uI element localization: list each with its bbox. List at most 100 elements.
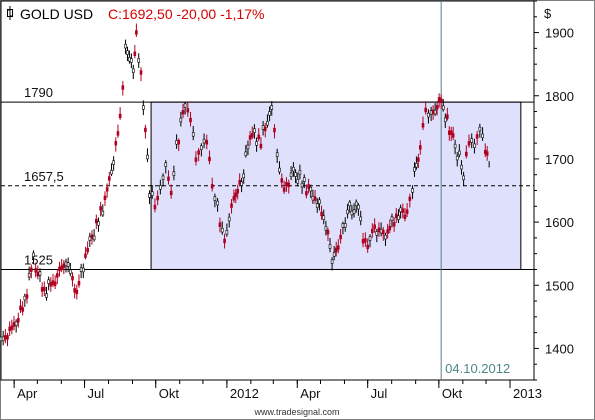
x-tick-label: Apr	[17, 386, 38, 401]
price-bar-body	[64, 261, 68, 267]
price-bar-body	[108, 176, 111, 181]
price-bar-body	[427, 112, 430, 118]
price-bar-body	[75, 289, 79, 295]
price-bar-body	[390, 216, 394, 221]
price-bar-body	[10, 325, 14, 330]
price-bar-body	[49, 282, 53, 287]
price-bar-body	[112, 160, 115, 165]
x-tick-label: Apr	[300, 386, 321, 401]
price-bar-body	[38, 271, 42, 276]
price-bar-body	[1, 336, 5, 342]
price-bar-body	[92, 235, 96, 241]
price-bar-body	[110, 170, 113, 175]
price-bar-body	[268, 111, 271, 116]
price-bar-body	[73, 288, 76, 293]
price-bar-body	[250, 133, 254, 138]
price-bar-body	[118, 113, 122, 119]
price-bar-body	[131, 68, 135, 73]
price-bar-body	[79, 267, 83, 272]
price-bar-body	[121, 85, 125, 90]
price-bar-body	[298, 170, 302, 175]
price-bar-body	[324, 226, 328, 231]
price-bar-body	[27, 272, 31, 278]
price-bar-body	[460, 164, 463, 170]
price-bar-body	[126, 50, 129, 55]
price-bar-body	[130, 58, 133, 63]
price-bar-body	[181, 110, 185, 115]
price-bar-body	[6, 335, 9, 340]
price-bar-body	[326, 230, 330, 235]
price-bar-body	[332, 252, 336, 257]
level-label-1: 1657,5	[24, 169, 64, 184]
price-bar-body	[34, 268, 37, 273]
price-bar-body	[386, 229, 389, 234]
price-bar-body	[315, 203, 319, 208]
price-bar-body	[470, 138, 474, 143]
price-bar-body	[99, 206, 102, 211]
price-bar-body	[263, 126, 267, 132]
y-tick-label: 1800	[545, 89, 574, 104]
price-bar-body	[253, 128, 256, 133]
price-bar-body	[103, 195, 107, 201]
price-bar-body	[341, 223, 345, 228]
price-bar-body	[227, 216, 231, 222]
price-bar-body	[19, 305, 22, 310]
price-bar-body	[361, 239, 365, 244]
price-bar-body	[413, 167, 416, 172]
price-bar-body	[208, 156, 211, 162]
price-bar-body	[375, 231, 379, 236]
price-bar-body	[0, 336, 3, 342]
price-bar-body	[280, 178, 284, 183]
price-bar-body	[242, 173, 246, 179]
price-bar-body	[446, 114, 449, 119]
price-bar-body	[418, 145, 422, 150]
price-bar-body	[403, 214, 407, 219]
price-bar-body	[429, 110, 433, 115]
price-bar-body	[220, 227, 224, 233]
price-bar-body	[164, 162, 168, 167]
price-levels: 1790 1657,5 1525	[1, 85, 534, 270]
price-bar-body	[230, 203, 233, 208]
y-tick-label: 1400	[545, 341, 574, 356]
price-bar-body	[424, 107, 427, 113]
price-bar-body	[53, 281, 57, 287]
price-bar-body	[330, 259, 334, 264]
price-bar-body	[368, 236, 372, 241]
price-bar-body	[216, 200, 219, 206]
price-bar-body	[478, 126, 482, 132]
price-bar-body	[417, 157, 420, 162]
price-bar-body	[300, 182, 304, 188]
price-bar-body	[114, 141, 118, 146]
x-tick-label: Jul	[88, 386, 105, 401]
x-tick-label: Okt	[442, 386, 463, 401]
price-bar-body	[373, 224, 376, 229]
price-bar-body	[191, 132, 195, 137]
price-bar-body	[223, 238, 226, 244]
price-bar-body	[336, 245, 340, 250]
price-bar-body	[183, 103, 187, 108]
price-bar-body	[302, 177, 306, 182]
price-bar-body	[17, 318, 20, 323]
price-bar-body	[101, 210, 105, 216]
price-bar-body	[86, 247, 89, 253]
price-bar-body	[437, 97, 441, 102]
price-bar-body	[232, 196, 236, 201]
price-bar-body	[172, 171, 176, 176]
price-bar-body	[273, 127, 276, 133]
price-bar-body	[405, 209, 409, 214]
price-bar-body	[66, 262, 70, 267]
price-bar-body	[475, 134, 479, 139]
price-bar-body	[435, 105, 439, 110]
price-bar-body	[71, 275, 74, 281]
price-bar-body	[309, 186, 313, 192]
price-bar-body	[307, 184, 310, 189]
level-label-0: 1790	[24, 85, 53, 100]
price-bar-body	[244, 151, 248, 156]
price-bar-body	[69, 269, 72, 274]
price-bar-body	[439, 98, 443, 104]
price-bar-body	[401, 208, 405, 213]
price-bar-body	[84, 253, 87, 258]
price-bar-body	[415, 162, 418, 168]
price-bar-body	[240, 181, 243, 186]
